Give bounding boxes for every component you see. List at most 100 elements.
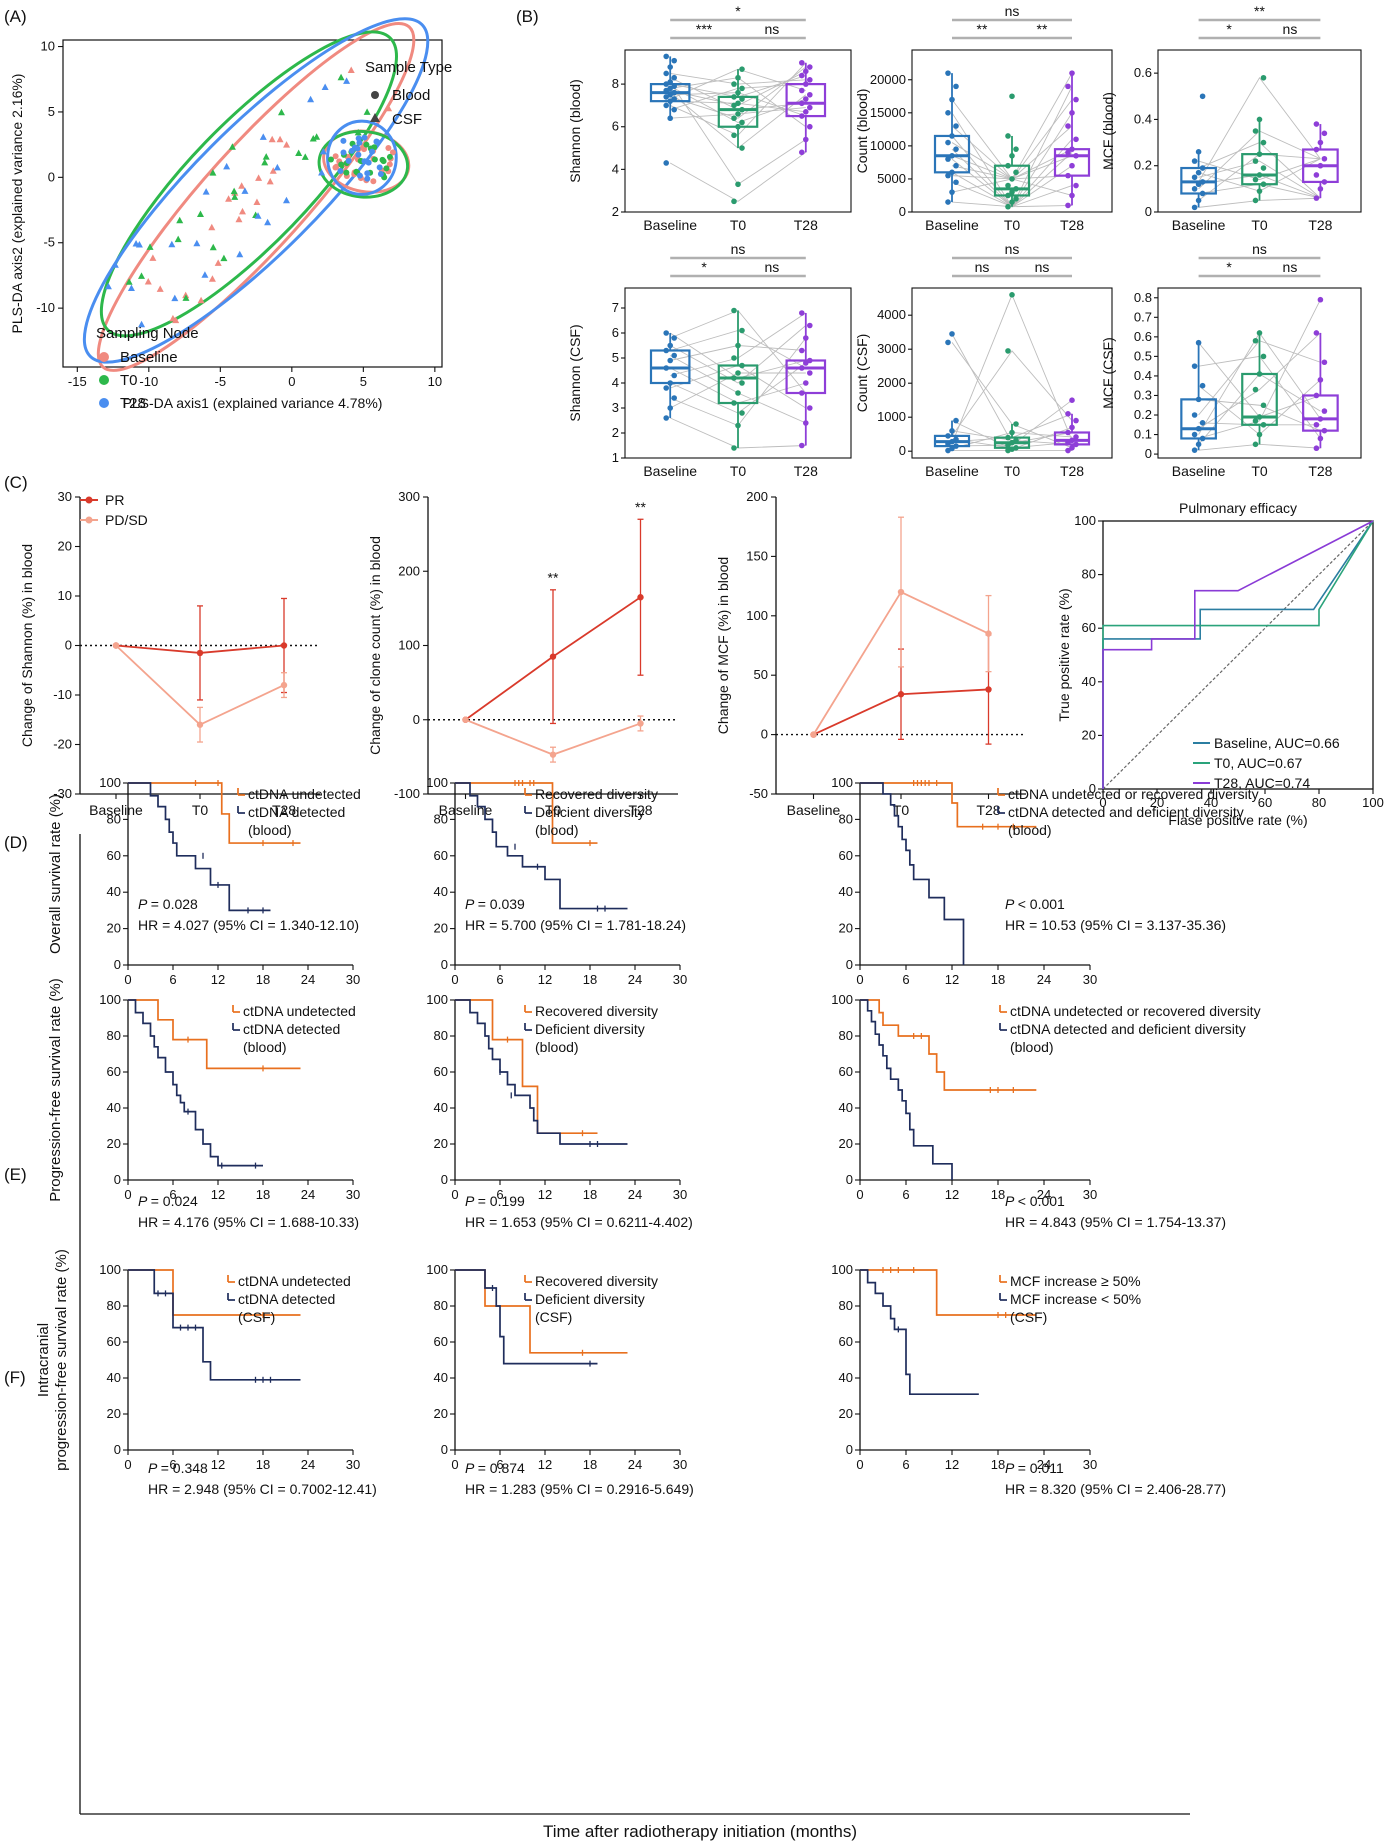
data-point — [799, 87, 805, 94]
y-tick-label: 4000 — [877, 307, 906, 322]
y-tick-label: 0.2 — [1134, 407, 1152, 422]
csf-point — [235, 215, 243, 223]
legend-swatch — [99, 398, 109, 408]
x-tick-label: Baseline — [643, 217, 697, 233]
data-point — [1065, 83, 1071, 90]
data-point — [671, 335, 677, 341]
p-value-label: P = 0.024 — [138, 1193, 198, 1209]
data-point — [810, 731, 817, 738]
y-tick-label: 20 — [107, 1136, 121, 1151]
data-point — [735, 390, 741, 396]
csf-point — [168, 240, 176, 248]
csf-point — [343, 77, 351, 84]
x-tick-label: T28 — [628, 802, 652, 818]
data-point — [739, 410, 745, 416]
data-point — [1065, 429, 1071, 436]
data-point — [671, 89, 677, 96]
csf-point — [337, 73, 345, 81]
significance-label: *** — [696, 21, 713, 37]
data-point — [1321, 427, 1328, 434]
legend-item: Recovered diversity — [535, 1273, 658, 1289]
legend-item: PD/SD — [105, 512, 148, 528]
y-tick-label: 2 — [612, 204, 619, 219]
y-tick-label: 80 — [434, 1028, 448, 1043]
y-tick-label: -100 — [394, 786, 420, 801]
data-point — [1199, 93, 1206, 100]
csf-point — [182, 291, 190, 299]
data-point — [1199, 190, 1206, 197]
csf-point — [238, 182, 246, 189]
km-curve — [455, 782, 598, 844]
data-point — [953, 146, 959, 152]
x-tick-label: 24 — [1037, 1457, 1051, 1472]
y-tick-label: 0 — [441, 957, 448, 972]
km-plot-D3 — [855, 780, 1091, 970]
x-tick-label: T28 — [1060, 217, 1084, 233]
data-point — [897, 691, 905, 698]
blood-point — [343, 169, 350, 176]
legend-item: (blood) — [243, 1039, 287, 1055]
data-point — [1069, 146, 1075, 152]
data-point — [735, 123, 741, 130]
data-point — [803, 360, 809, 366]
blood-point — [345, 157, 352, 164]
csf-point — [220, 254, 228, 262]
box — [717, 364, 759, 405]
legend-title-sampling-node: Sampling Node — [96, 325, 199, 342]
csf-point — [182, 294, 190, 301]
data-point — [1321, 130, 1328, 137]
x-tick-label: 20 — [1150, 795, 1164, 810]
x-tick-label: T0 — [730, 217, 747, 233]
data-point — [1199, 179, 1206, 185]
csf-point — [138, 272, 146, 279]
data-point — [953, 443, 959, 449]
data-point — [1195, 169, 1202, 176]
x-axis-label: Flase positive rate (%) — [1168, 812, 1307, 828]
y-tick-label: 80 — [839, 1298, 853, 1313]
data-point — [807, 322, 813, 329]
data-point — [1069, 162, 1075, 169]
data-point — [1069, 397, 1075, 404]
csf-point — [273, 163, 281, 171]
data-point — [739, 119, 745, 126]
data-point — [739, 106, 745, 113]
y-tick-label: 60 — [839, 848, 853, 863]
data-point — [1252, 176, 1259, 183]
y-tick-label: 40 — [107, 1370, 121, 1385]
x-tick-label: Baseline — [925, 217, 979, 233]
x-tick-label: 0 — [288, 374, 295, 389]
y-tick-label: -30 — [53, 786, 72, 801]
data-point — [1252, 386, 1259, 393]
data-point — [280, 681, 288, 689]
data-point — [807, 91, 813, 98]
x-tick-label: 24 — [628, 1187, 642, 1202]
data-point — [1005, 203, 1011, 210]
data-point — [667, 405, 673, 411]
x-tick-label: 30 — [673, 972, 687, 987]
csf-point — [354, 128, 362, 136]
data-point — [1065, 411, 1071, 417]
x-tick-label: 30 — [1083, 1457, 1097, 1472]
km-curve — [128, 999, 301, 1070]
km-plot-D2 — [450, 780, 681, 970]
legend-item: ctDNA undetected — [243, 1003, 356, 1019]
csf-point — [176, 216, 184, 224]
csf-point — [223, 162, 231, 170]
paired-line — [1198, 443, 1321, 451]
x-tick-label: T28 — [1060, 463, 1084, 479]
y-tick-label: 10000 — [870, 138, 906, 153]
legend-item: (blood) — [1010, 1039, 1054, 1055]
csf-point — [208, 275, 216, 282]
data-point — [1005, 182, 1011, 189]
y-axis-label: MCF (blood) — [1100, 92, 1116, 170]
y-tick-label: 40 — [839, 884, 853, 899]
legend-item: ctDNA undetected — [248, 786, 361, 802]
data-point — [1195, 197, 1202, 204]
y-tick-label: 5000 — [877, 171, 906, 186]
box-plot-B6 — [1154, 256, 1362, 459]
data-point — [667, 342, 673, 349]
legend-item: ctDNA detected — [238, 1291, 335, 1307]
x-tick-label: 60 — [1258, 795, 1272, 810]
paired-line — [1198, 160, 1321, 199]
x-tick-label: T28 — [272, 802, 296, 818]
